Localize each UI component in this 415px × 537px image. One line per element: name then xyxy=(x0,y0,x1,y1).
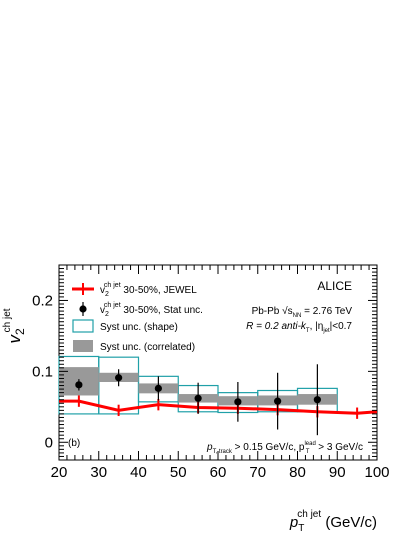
x-tick-label: 80 xyxy=(289,464,306,481)
legend: v2ch jet 30-50%, JEWEL v2ch jet 30-50%, … xyxy=(72,282,203,353)
data-point xyxy=(313,396,321,404)
jet-definition-label: R = 0.2 anti-kT, |ηjet|<0.7 xyxy=(246,321,352,334)
panel-label: (b) xyxy=(68,438,80,449)
x-tick-label: 50 xyxy=(170,464,187,481)
legend-shape-box xyxy=(72,319,94,333)
legend-correlated-box xyxy=(73,340,93,352)
legend-correlated-label: Syst unc. (correlated) xyxy=(100,342,195,353)
legend-shape-label: Syst unc. (shape) xyxy=(100,322,178,333)
x-tick-label: 30 xyxy=(90,464,107,481)
data-point xyxy=(154,384,162,392)
y-tick-label: 0.1 xyxy=(32,363,53,380)
x-tick-label: 60 xyxy=(210,464,227,481)
data-point xyxy=(75,381,83,389)
data-series xyxy=(75,364,321,436)
x-tick-label: 70 xyxy=(249,464,266,481)
x-tick-label: 90 xyxy=(329,464,346,481)
experiment-label: ALICE xyxy=(317,279,352,293)
legend-data-label: v2ch jet 30-50%, Stat unc. xyxy=(100,302,203,318)
y-tick-label: 0.2 xyxy=(32,292,53,309)
system-label: Pb-Pb √sNN = 2.76 TeV xyxy=(252,305,353,319)
x-tick-label: 100 xyxy=(364,464,389,481)
cuts-label: pT, track > 0.15 GeV/c, plead T > 3 GeV/c xyxy=(206,441,363,455)
legend-jewel-label: v2ch jet 30-50%, JEWEL xyxy=(100,282,197,298)
jewel-curve xyxy=(59,399,378,415)
x-axis-label: pTch jet (GeV/c) xyxy=(289,509,377,534)
data-point xyxy=(234,398,242,406)
data-point xyxy=(115,374,123,382)
y-tick-label: 0 xyxy=(45,434,53,451)
data-point xyxy=(194,394,202,402)
legend-data-marker xyxy=(79,305,87,313)
data-point xyxy=(274,397,282,405)
x-tick-label: 20 xyxy=(51,464,68,481)
axes-ticks: 20 30 40 50 60 70 80 90 100 0 0.1 0.2 xyxy=(32,264,390,481)
y-axis-label: v2ch jet xyxy=(2,308,27,343)
x-tick-label: 40 xyxy=(130,464,147,481)
